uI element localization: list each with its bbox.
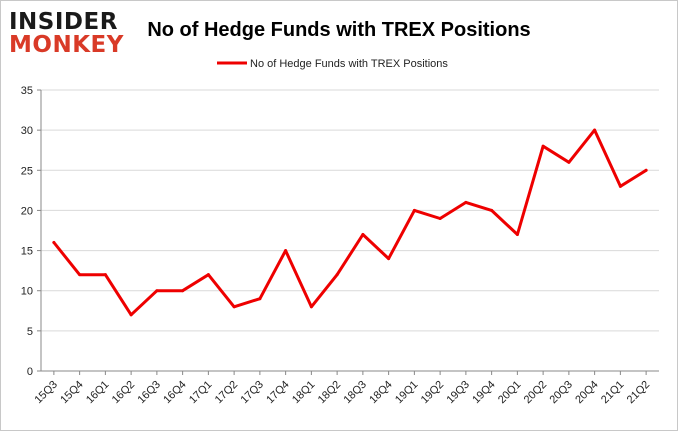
data-point — [644, 168, 648, 172]
axes — [40, 90, 659, 372]
data-point — [52, 241, 56, 245]
x-tick-label: 15Q4 — [58, 379, 86, 407]
x-tick-label: 17Q1 — [187, 379, 215, 407]
x-tick-label: 16Q4 — [161, 379, 189, 407]
data-point — [155, 289, 159, 293]
y-axis-ticks: 0 5 10 15 20 25 30 35 — [21, 85, 41, 378]
x-tick-label: 17Q3 — [238, 379, 266, 407]
chart-title: No of Hedge Funds with TREX Positions — [147, 19, 530, 41]
data-point — [361, 233, 365, 237]
x-tick-label: 20Q3 — [547, 379, 575, 407]
data-point — [103, 273, 107, 277]
x-tick-label: 19Q3 — [444, 379, 472, 407]
x-tick-label: 19Q4 — [470, 379, 498, 407]
x-axis-ticks: 15Q315Q416Q116Q216Q316Q417Q117Q217Q317Q4… — [32, 371, 652, 406]
x-tick-label: 18Q3 — [341, 379, 369, 407]
series-line-0 — [52, 128, 648, 317]
x-tick-label: 18Q4 — [367, 379, 395, 407]
legend-label: No of Hedge Funds with TREX Positions — [250, 58, 448, 70]
logo-line1: INSIDER — [9, 9, 118, 35]
x-tick-label: 17Q2 — [213, 379, 241, 407]
y-tick-label: 35 — [21, 85, 33, 97]
x-tick-label: 16Q1 — [84, 379, 112, 407]
x-tick-label: 17Q4 — [264, 379, 292, 407]
x-tick-label: 20Q4 — [573, 379, 601, 407]
y-tick-label: 0 — [27, 366, 33, 378]
data-point — [309, 305, 313, 309]
logo: INSIDER MONKEY — [9, 9, 124, 58]
x-tick-label: 15Q3 — [32, 379, 60, 407]
series-group — [52, 128, 648, 317]
x-tick-label: 21Q2 — [625, 379, 653, 407]
data-point — [593, 128, 597, 132]
y-tick-label: 5 — [27, 326, 33, 338]
x-tick-label: 16Q2 — [110, 379, 138, 407]
data-point — [618, 184, 622, 188]
data-point — [464, 200, 468, 204]
x-tick-label: 20Q1 — [496, 379, 524, 407]
x-tick-label: 21Q1 — [599, 379, 627, 407]
data-point — [490, 208, 494, 212]
y-tick-label: 10 — [21, 286, 33, 298]
data-point — [206, 273, 210, 277]
data-point — [412, 208, 416, 212]
data-point — [515, 233, 519, 237]
y-tick-label: 25 — [21, 165, 33, 177]
legend: No of Hedge Funds with TREX Positions — [217, 58, 448, 70]
data-point — [129, 313, 133, 317]
data-point — [284, 249, 288, 253]
logo-line2: MONKEY — [9, 32, 124, 58]
y-tick-label: 15 — [21, 246, 33, 258]
data-point — [232, 305, 236, 309]
x-tick-label: 18Q2 — [316, 379, 344, 407]
x-tick-label: 19Q1 — [393, 379, 421, 407]
data-point — [181, 289, 185, 293]
y-tick-label: 20 — [21, 205, 33, 217]
data-point — [387, 257, 391, 261]
data-point — [438, 216, 442, 220]
data-point — [258, 297, 262, 301]
y-tick-label: 30 — [21, 125, 33, 137]
data-point — [78, 273, 82, 277]
data-point — [335, 273, 339, 277]
x-tick-label: 19Q2 — [419, 379, 447, 407]
x-tick-label: 18Q1 — [290, 379, 318, 407]
x-tick-label: 20Q2 — [522, 379, 550, 407]
x-tick-label: 16Q3 — [135, 379, 163, 407]
data-point — [541, 144, 545, 148]
grid — [41, 89, 659, 332]
data-point — [567, 160, 571, 164]
